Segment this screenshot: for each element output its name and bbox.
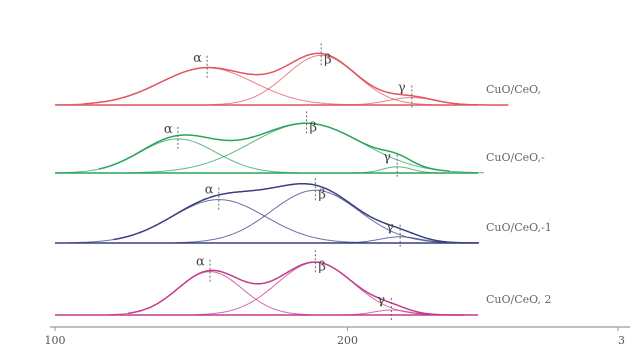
- series-label: CuO/CeO,-1: [486, 221, 552, 234]
- envelope-line: [98, 122, 450, 172]
- fitted-peak-line: [107, 271, 312, 316]
- envelope-line: [128, 261, 465, 316]
- fitted-peak-line: [69, 199, 368, 244]
- peak-label: γ: [386, 220, 394, 235]
- series-label: CuO/CeO,: [486, 83, 541, 96]
- series-trace: α β γ: [55, 111, 485, 177]
- peak-label: γ: [377, 293, 385, 308]
- series-trace: α β γ: [55, 250, 478, 321]
- series-trace: α β γ: [55, 178, 480, 247]
- peak-label: γ: [383, 150, 391, 165]
- envelope-line: [84, 52, 509, 106]
- x-tick-label: 3: [618, 334, 625, 347]
- peak-label: α: [196, 255, 205, 270]
- fitted-peak-line: [57, 67, 356, 106]
- peak-label: α: [205, 183, 214, 198]
- envelope-line: [113, 182, 480, 244]
- peak-label: β: [310, 120, 318, 135]
- peak-label: α: [193, 51, 202, 66]
- series-label: CuO/CeO,-: [486, 151, 545, 164]
- series-labels: CuO/CeO, CuO/CeO,- CuO/CeO,-1 CuO/CeO, 2: [486, 83, 552, 306]
- peak-label: β: [324, 52, 332, 67]
- x-tick-label: 100: [45, 334, 66, 347]
- peak-label: γ: [398, 81, 406, 96]
- fitted-peak-line: [128, 122, 485, 174]
- fitted-peak-line: [174, 189, 456, 244]
- series-trace: α β γ: [55, 43, 509, 108]
- x-tick-label: 200: [337, 334, 358, 347]
- peak-label: β: [318, 187, 326, 202]
- x-axis: 100 200 3: [45, 326, 630, 347]
- peak-label: α: [164, 122, 173, 137]
- peak-label: β: [318, 259, 326, 274]
- traces-group: α β γ α β γ α β γ α β γ: [55, 43, 509, 321]
- series-label: CuO/CeO, 2: [486, 293, 552, 306]
